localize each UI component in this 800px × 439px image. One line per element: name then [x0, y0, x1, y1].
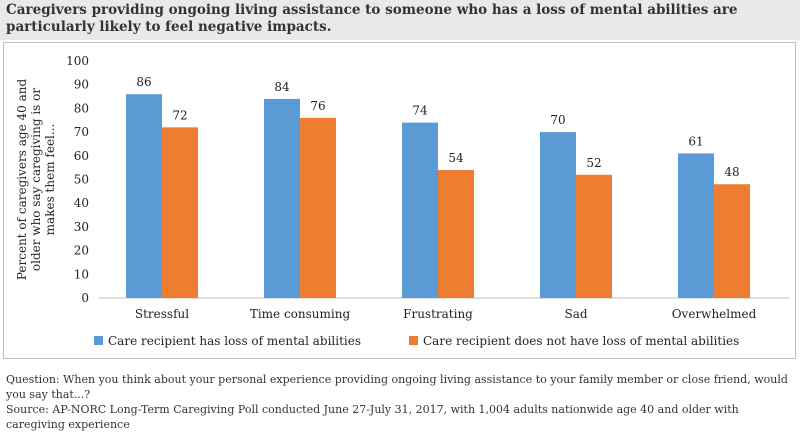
bar: [576, 174, 612, 298]
data-label: 61: [688, 134, 703, 148]
legend: Care recipient has loss of mental abilit…: [94, 334, 739, 348]
bar: [126, 94, 162, 299]
source-note: Source: AP-NORC Long-Term Caregiving Pol…: [6, 403, 739, 431]
y-axis-ticks: 0 10 20 30 40 50 60 70 80 90 100: [66, 54, 89, 305]
y-axis-label-line: older who say caregiving is or: [29, 88, 43, 271]
data-labels: 86 72 84 76 74 54 70 52 61 48: [136, 75, 739, 179]
category-label: Stressful: [135, 307, 189, 321]
y-axis-label: Percent of caregivers age 40 and older wh…: [15, 79, 57, 281]
y-tick-label: 90: [74, 78, 89, 92]
data-label: 74: [412, 104, 428, 118]
title-bar: Caregivers providing ongoing living assi…: [0, 0, 800, 40]
y-tick-label: 20: [74, 244, 89, 258]
y-tick-label: 40: [74, 196, 89, 210]
y-tick-label: 70: [74, 125, 89, 139]
y-tick-label: 50: [74, 173, 89, 187]
data-label: 70: [550, 113, 565, 127]
category-label: Frustrating: [403, 307, 473, 321]
data-label: 76: [310, 99, 325, 113]
data-label: 48: [724, 165, 739, 179]
legend-swatch: [94, 336, 103, 345]
y-tick-label: 60: [74, 149, 89, 163]
category-label: Overwhelmed: [672, 307, 757, 321]
category-labels: Stressful Time consuming Frustrating Sad Ove…: [135, 307, 757, 321]
bar: [300, 117, 336, 298]
y-tick-label: 100: [66, 54, 89, 68]
y-tick-label: 80: [74, 101, 89, 115]
category-label: Time consuming: [250, 307, 351, 321]
bar: [162, 127, 198, 298]
data-label: 52: [586, 156, 601, 170]
chart-frame: Percent of caregivers age 40 and older wh…: [3, 42, 796, 359]
y-tick-label: 30: [74, 220, 89, 234]
bar: [402, 122, 438, 299]
category-label: Sad: [564, 307, 587, 321]
bar-chart: Percent of caregivers age 40 and older wh…: [15, 54, 789, 348]
bar: [438, 170, 474, 298]
y-axis-label-line: Percent of caregivers age 40 and: [15, 79, 29, 281]
legend-label: Care recipient does not have loss of men…: [423, 334, 739, 348]
data-label: 72: [172, 108, 187, 122]
bar: [264, 98, 300, 298]
y-tick-label: 0: [81, 291, 89, 305]
bar: [678, 153, 714, 298]
bars: [126, 94, 750, 299]
legend-label: Care recipient has loss of mental abilit…: [108, 334, 361, 348]
y-tick-label: 10: [74, 267, 89, 281]
data-label: 86: [136, 75, 151, 89]
y-axis-label-line: makes them feel...: [43, 124, 57, 236]
question-note: Question: When you think about your pers…: [6, 373, 788, 401]
footer-notes: Question: When you think about your pers…: [6, 372, 796, 432]
data-label: 54: [448, 151, 464, 165]
bar: [540, 132, 576, 298]
legend-swatch: [409, 336, 418, 345]
bar: [714, 184, 750, 298]
chart-title: Caregivers providing ongoing living assi…: [6, 2, 738, 35]
data-label: 84: [274, 80, 290, 94]
